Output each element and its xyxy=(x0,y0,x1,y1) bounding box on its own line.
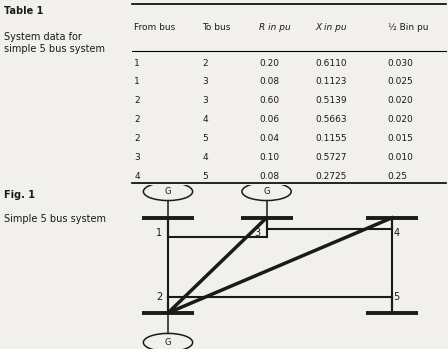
Text: 0.010: 0.010 xyxy=(388,153,414,162)
Text: 0.025: 0.025 xyxy=(388,77,414,87)
Text: 0.5727: 0.5727 xyxy=(315,153,347,162)
Text: 3: 3 xyxy=(134,153,140,162)
Text: 0.030: 0.030 xyxy=(388,59,414,68)
Text: 0.08: 0.08 xyxy=(259,77,279,87)
Text: 0.06: 0.06 xyxy=(259,115,279,124)
Text: 2: 2 xyxy=(156,291,162,302)
Text: 5: 5 xyxy=(202,172,208,181)
Text: 2: 2 xyxy=(134,96,140,105)
Text: 1: 1 xyxy=(134,77,140,87)
Text: 3: 3 xyxy=(202,77,208,87)
Text: Table 1: Table 1 xyxy=(4,6,44,16)
Text: 0.015: 0.015 xyxy=(388,134,414,143)
Text: 4: 4 xyxy=(134,172,140,181)
Text: 1: 1 xyxy=(156,228,162,238)
Text: 0.10: 0.10 xyxy=(259,153,279,162)
Text: 2: 2 xyxy=(134,115,140,124)
Text: 0.020: 0.020 xyxy=(388,96,414,105)
Text: 0.020: 0.020 xyxy=(388,115,414,124)
Text: 3: 3 xyxy=(254,228,261,238)
Text: From bus: From bus xyxy=(134,23,176,32)
Text: 3: 3 xyxy=(202,96,208,105)
Text: 0.25: 0.25 xyxy=(388,172,408,181)
Text: System data for
simple 5 bus system: System data for simple 5 bus system xyxy=(4,32,105,54)
Text: 0.60: 0.60 xyxy=(259,96,279,105)
Text: 0.20: 0.20 xyxy=(259,59,279,68)
Text: 2: 2 xyxy=(202,59,208,68)
Text: 0.2725: 0.2725 xyxy=(315,172,347,181)
Text: 0.5139: 0.5139 xyxy=(315,96,347,105)
Text: 4: 4 xyxy=(393,228,400,238)
Text: 0.1123: 0.1123 xyxy=(315,77,347,87)
Text: 5: 5 xyxy=(393,291,400,302)
Text: 0.1155: 0.1155 xyxy=(315,134,347,143)
Text: 0.04: 0.04 xyxy=(259,134,279,143)
Text: R in pu: R in pu xyxy=(259,23,291,32)
Text: G: G xyxy=(263,187,270,196)
Text: G: G xyxy=(165,338,171,347)
Text: 4: 4 xyxy=(202,153,208,162)
Text: Fig. 1: Fig. 1 xyxy=(4,190,35,200)
Text: ½ Bin pu: ½ Bin pu xyxy=(388,23,428,32)
Text: 0.6110: 0.6110 xyxy=(315,59,347,68)
Text: 2: 2 xyxy=(134,134,140,143)
Text: Simple 5 bus system: Simple 5 bus system xyxy=(4,215,107,224)
Text: 0.5663: 0.5663 xyxy=(315,115,347,124)
Text: 1: 1 xyxy=(134,59,140,68)
Text: To bus: To bus xyxy=(202,23,231,32)
Text: 5: 5 xyxy=(202,134,208,143)
Text: 4: 4 xyxy=(202,115,208,124)
Text: X in pu: X in pu xyxy=(315,23,347,32)
Text: 0.08: 0.08 xyxy=(259,172,279,181)
Text: G: G xyxy=(165,187,171,196)
